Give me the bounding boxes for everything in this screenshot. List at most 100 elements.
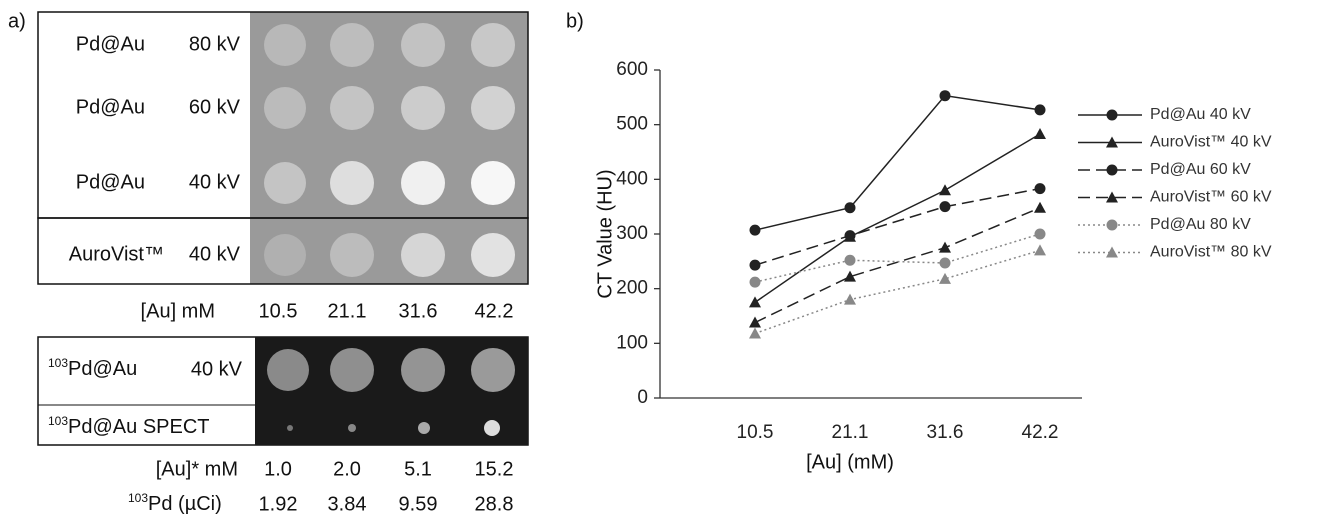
phantom xyxy=(330,86,374,130)
label: Pd@Au SPECT xyxy=(68,416,209,438)
label: Pd@Au xyxy=(68,358,137,380)
au-value: 10.5 xyxy=(259,300,298,322)
plot: 0 100 200 300 400 500 600 10.5 21.1 31.6 42.2 Pd@Au… xyxy=(616,59,1272,443)
phantom xyxy=(264,87,306,129)
y-tick-label: 500 xyxy=(616,114,648,135)
phantom xyxy=(330,23,374,67)
axis-label: [Au] mM xyxy=(141,300,215,322)
legend-label: AuroVist™ 80 kV xyxy=(1150,244,1272,261)
phantom xyxy=(401,233,445,277)
series-line xyxy=(754,187,1041,266)
pd-value: 1.92 xyxy=(259,493,298,515)
series-line xyxy=(754,233,1041,283)
label: Pd (µCi) xyxy=(148,493,222,515)
au-value: 1.0 xyxy=(264,458,292,480)
panel-b: b) CT Value (HU) [Au] (mM) xyxy=(566,10,894,473)
phantom xyxy=(471,348,515,392)
legend-marker xyxy=(1106,219,1118,231)
row-kv: 40 kV xyxy=(191,358,243,380)
row-name: AuroVist™ xyxy=(69,243,164,265)
legend-label: AuroVist™ 40 kV xyxy=(1150,134,1272,151)
series-line xyxy=(754,133,1041,303)
y-tick-label: 400 xyxy=(616,168,648,189)
marker xyxy=(749,316,761,328)
panel-a: a) xyxy=(8,10,529,446)
x-tick-label: 42.2 xyxy=(1022,422,1059,443)
spect-spot xyxy=(348,424,356,432)
marker xyxy=(1034,127,1046,139)
phantom xyxy=(401,161,445,205)
au-value: 21.1 xyxy=(328,300,367,322)
au-value: 42.2 xyxy=(475,300,514,322)
marker xyxy=(939,184,951,196)
superscript: 103 xyxy=(48,356,68,370)
marker xyxy=(939,201,951,213)
marker xyxy=(1034,183,1046,195)
pd-value: 28.8 xyxy=(475,493,514,515)
x-tick-label: 31.6 xyxy=(927,422,964,443)
legend-marker xyxy=(1106,191,1118,203)
legend-label: Pd@Au 60 kV xyxy=(1150,161,1251,178)
legend-marker xyxy=(1106,164,1118,176)
x-tick-label: 10.5 xyxy=(737,422,774,443)
au-value: 31.6 xyxy=(399,300,438,322)
x-tick-label: 21.1 xyxy=(832,422,869,443)
spect-spot xyxy=(484,420,500,436)
superscript: 103 xyxy=(48,414,68,428)
frame xyxy=(37,217,529,285)
series-line xyxy=(754,207,1041,324)
legend-marker xyxy=(1106,246,1118,258)
x-axis-title: [Au] (mM) xyxy=(806,451,894,473)
superscript: 103 xyxy=(128,491,148,505)
marker xyxy=(844,270,856,282)
marker xyxy=(939,272,951,284)
legend-marker xyxy=(1106,109,1118,121)
panel-label: b) xyxy=(566,10,584,32)
pd-value: 3.84 xyxy=(328,493,367,515)
pd-value: 9.59 xyxy=(399,493,438,515)
phantom xyxy=(264,24,306,66)
marker xyxy=(844,254,856,266)
y-tick-label: 600 xyxy=(616,59,648,80)
marker xyxy=(844,202,856,214)
row-name: Pd@Au xyxy=(76,33,145,55)
legend-label: AuroVist™ 60 kV xyxy=(1150,189,1272,206)
marker xyxy=(1034,104,1046,116)
y-tick-label: 200 xyxy=(616,278,648,299)
axis-label: [Au]* mM xyxy=(156,458,238,480)
axis-label: 103Pd (µCi) xyxy=(128,491,222,515)
spect-spot xyxy=(287,425,293,431)
marker xyxy=(749,276,761,288)
panel-label: a) xyxy=(8,10,26,32)
series-line xyxy=(754,94,1041,231)
marker xyxy=(939,257,951,269)
row-kv: 80 kV xyxy=(189,33,241,55)
au-value: 15.2 xyxy=(475,458,514,480)
marker xyxy=(749,259,761,271)
phantoms xyxy=(264,23,515,277)
row-name: Pd@Au xyxy=(76,96,145,118)
row-name: 103Pd@Au SPECT xyxy=(48,414,210,438)
marker xyxy=(939,90,951,102)
phantom xyxy=(471,233,515,277)
marker xyxy=(749,296,761,308)
phantom xyxy=(264,234,306,276)
phantom xyxy=(471,23,515,67)
marker xyxy=(749,327,761,339)
marker xyxy=(844,293,856,305)
phantom xyxy=(471,161,515,205)
panel-a-text: Pd@Au 80 kV Pd@Au 60 kV Pd@Au 40 kV AuroVist™ 4… xyxy=(48,33,513,515)
legend-marker xyxy=(1106,136,1118,148)
phantom xyxy=(471,86,515,130)
phantom xyxy=(330,233,374,277)
phantom xyxy=(330,161,374,205)
marker xyxy=(844,230,856,242)
marker xyxy=(939,241,951,253)
legend-label: Pd@Au 40 kV xyxy=(1150,106,1251,123)
au-value: 2.0 xyxy=(333,458,361,480)
phantom xyxy=(330,348,374,392)
row-kv: 60 kV xyxy=(189,96,241,118)
phantom xyxy=(401,86,445,130)
